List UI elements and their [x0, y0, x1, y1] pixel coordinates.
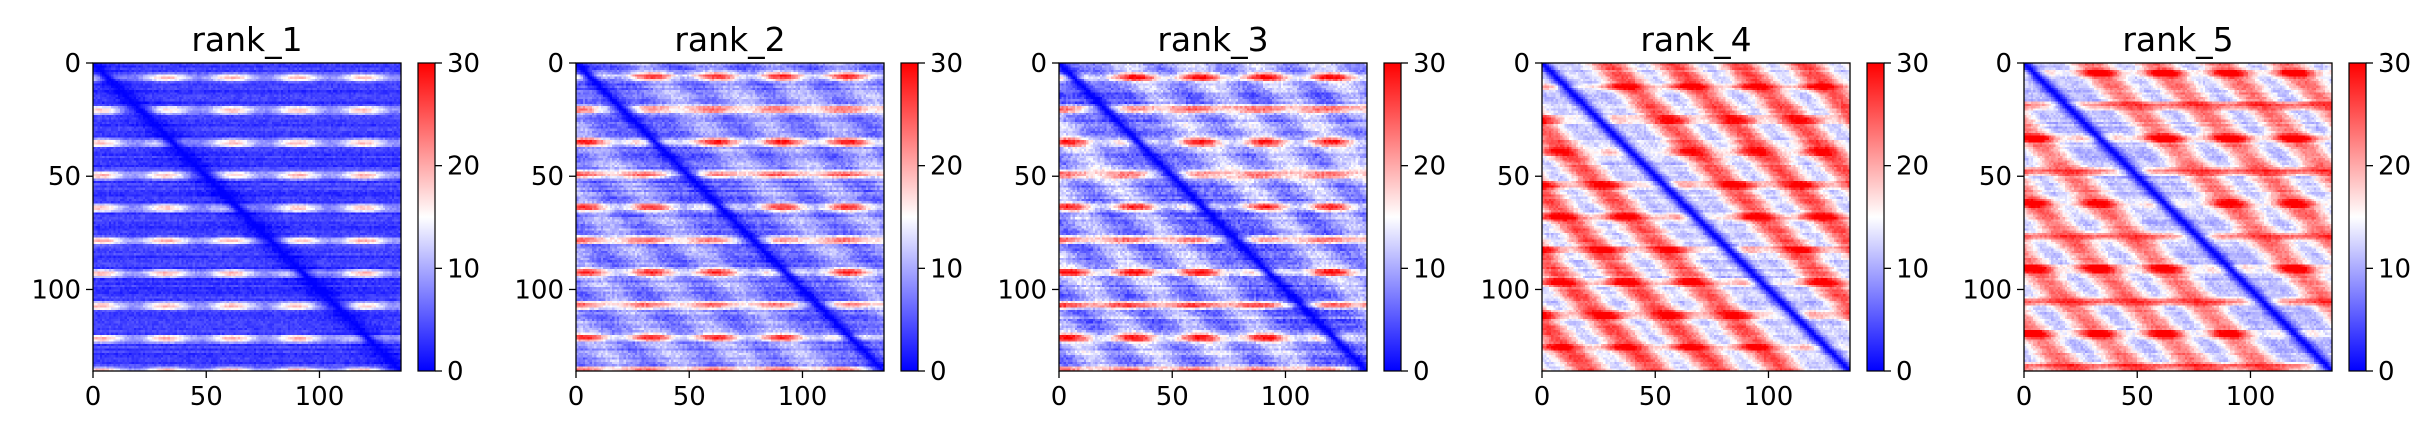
colorbar-tick-label: 20	[447, 152, 480, 182]
heatmap-image	[1059, 63, 1367, 371]
x-tick-label: 100	[2226, 382, 2276, 412]
colorbar-tick-label: 0	[930, 357, 947, 387]
heatmap-panel: rank_5 0 50 100 0 50 100 0 10 20 30	[1962, 20, 2411, 412]
colorbar-tick-label: 20	[2378, 152, 2411, 182]
y-tick-label: 0	[1030, 49, 1047, 79]
y-tick-label: 100	[1480, 275, 1530, 305]
panel-title: rank_1	[191, 20, 302, 59]
y-tick-label: 100	[1962, 275, 2012, 305]
y-tick-label: 0	[547, 49, 564, 79]
colorbar-tick-label: 10	[447, 254, 480, 284]
y-tick-label: 50	[1979, 162, 2012, 192]
colorbar-tick-label: 0	[1413, 357, 1430, 387]
heatmap-panel: rank_2 0 50 100 0 50 100 0 10 20 30	[514, 20, 963, 412]
heatmap-image	[2024, 63, 2332, 371]
y-tick-label: 50	[1497, 162, 1530, 192]
colorbar-tick-label: 10	[1896, 254, 1929, 284]
y-tick-label: 50	[1014, 162, 1047, 192]
x-tick-label: 50	[190, 382, 223, 412]
colorbar-tick-label: 30	[930, 49, 963, 79]
colorbar-tick-label: 30	[1896, 49, 1929, 79]
plot-frame	[2023, 62, 2333, 372]
y-tick-label: 0	[1995, 49, 2012, 79]
panel-title: rank_3	[1157, 20, 1268, 59]
x-tick-label: 100	[778, 382, 828, 412]
colorbar	[2348, 62, 2367, 372]
x-tick-label: 100	[1261, 382, 1311, 412]
heatmap-image	[1542, 63, 1850, 371]
x-tick-label: 50	[1639, 382, 1672, 412]
panel-title: rank_2	[674, 20, 785, 59]
x-tick-label: 100	[295, 382, 345, 412]
colorbar-tick-label: 20	[1413, 152, 1446, 182]
x-tick-label: 0	[568, 382, 585, 412]
colorbar	[900, 62, 919, 372]
colorbar-tick-label: 30	[447, 49, 480, 79]
y-tick-label: 100	[997, 275, 1047, 305]
y-tick-label: 50	[531, 162, 564, 192]
colorbar-tick-label: 10	[2378, 254, 2411, 284]
y-tick-label: 50	[48, 162, 81, 192]
colorbar-tick-label: 10	[930, 254, 963, 284]
colorbar	[417, 62, 436, 372]
panel-title: rank_4	[1640, 20, 1751, 59]
plot-frame	[575, 62, 885, 372]
heatmap-image	[576, 63, 884, 371]
plot-frame	[92, 62, 402, 372]
x-tick-label: 50	[673, 382, 706, 412]
colorbar	[1383, 62, 1402, 372]
panel-title: rank_5	[2122, 20, 2233, 59]
x-tick-label: 50	[1156, 382, 1189, 412]
colorbar-tick-label: 20	[1896, 152, 1929, 182]
heatmap-image	[93, 63, 401, 371]
colorbar	[1866, 62, 1885, 372]
colorbar-tick-label: 30	[1413, 49, 1446, 79]
plot-frame	[1058, 62, 1368, 372]
colorbar-tick-label: 0	[447, 357, 464, 387]
x-tick-label: 50	[2121, 382, 2154, 412]
x-tick-label: 0	[1051, 382, 1068, 412]
colorbar-tick-label: 0	[1896, 357, 1913, 387]
heatmap-panel: rank_4 0 50 100 0 50 100 0 10 20 30	[1480, 20, 1929, 412]
y-tick-label: 0	[1513, 49, 1530, 79]
colorbar-tick-label: 20	[930, 152, 963, 182]
y-tick-label: 0	[64, 49, 81, 79]
x-tick-label: 0	[85, 382, 102, 412]
colorbar-tick-label: 0	[2378, 357, 2395, 387]
colorbar-tick-label: 30	[2378, 49, 2411, 79]
y-tick-label: 100	[31, 275, 81, 305]
y-tick-label: 100	[514, 275, 564, 305]
plot-frame	[1541, 62, 1851, 372]
heatmap-panel: rank_1 0 50 100 0 50 100 0 10 20 30	[31, 20, 480, 412]
colorbar-tick-label: 10	[1413, 254, 1446, 284]
x-tick-label: 0	[2016, 382, 2033, 412]
heatmap-panel: rank_3 0 50 100 0 50 100 0 10 20 30	[997, 20, 1446, 412]
x-tick-label: 100	[1744, 382, 1794, 412]
x-tick-label: 0	[1534, 382, 1551, 412]
